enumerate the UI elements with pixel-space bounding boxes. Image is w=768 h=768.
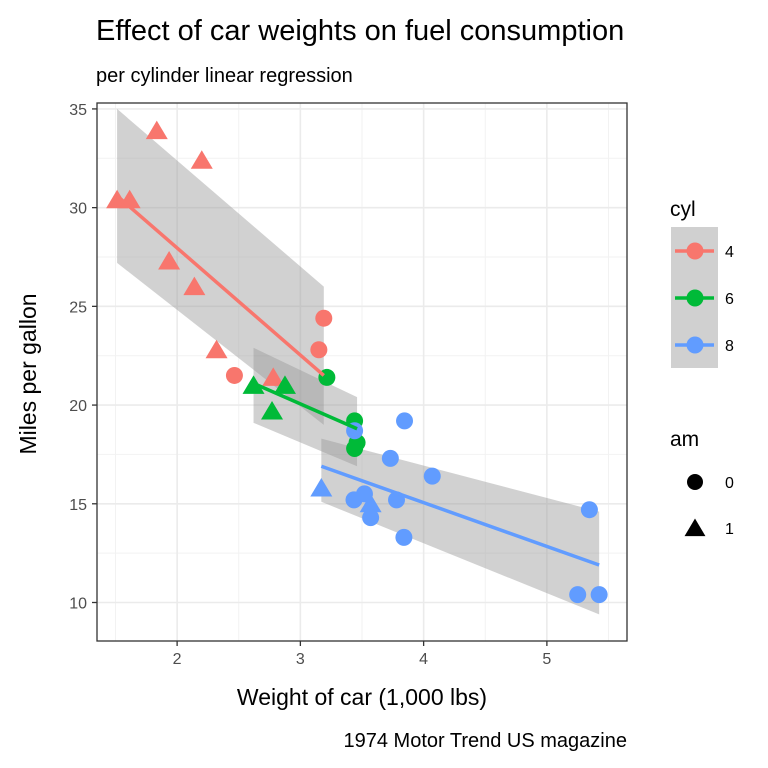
title-layer: Effect of car weights on fuel consumptio… — [96, 15, 624, 87]
chart-caption: 1974 Motor Trend US magazine — [344, 730, 628, 752]
legend-key-triangle-am-1 — [684, 518, 706, 537]
legend-key-point-cyl-8 — [686, 336, 704, 354]
data-point-circle — [310, 341, 328, 359]
data-point-triangle — [145, 120, 168, 140]
legend: cyl am 4 6 8 0 1 — [670, 198, 734, 538]
data-point-triangle — [262, 367, 285, 386]
legend-title-cyl: cyl — [670, 198, 696, 221]
y-tick-label: 15 — [69, 497, 87, 514]
chart-title: Effect of car weights on fuel consumptio… — [96, 15, 624, 47]
data-point-triangle — [183, 276, 206, 296]
confidence-band-cyl-4 — [117, 108, 324, 425]
y-axis-label: Miles per gallon — [15, 293, 41, 454]
data-point-circle — [395, 528, 413, 546]
chart-subtitle: per cylinder linear regression — [96, 65, 353, 87]
data-point-triangle — [273, 375, 296, 394]
data-point-circle — [580, 501, 598, 519]
data-point-circle — [381, 449, 399, 467]
data-point-triangle — [359, 493, 382, 513]
legend-label-am-0: 0 — [725, 475, 734, 492]
y-tick-label: 10 — [69, 596, 87, 613]
legend-label-am-1: 1 — [725, 521, 734, 538]
data-point-triangle — [205, 339, 228, 359]
legend-title-am: am — [670, 428, 699, 451]
regression-line-cyl-4 — [115, 194, 325, 377]
data-point-circle — [396, 412, 414, 430]
axes: Weight of car (1,000 lbs) Miles per gall… — [15, 102, 627, 752]
x-tick-label: 4 — [419, 651, 428, 668]
data-point-circle — [569, 586, 587, 604]
legend-key-circle-am-0 — [687, 474, 703, 490]
x-tick-label: 3 — [296, 651, 305, 668]
data-point-circle — [423, 467, 441, 485]
data-point-triangle — [190, 150, 213, 169]
data-point-circle — [225, 366, 243, 384]
data-point-triangle — [310, 477, 333, 497]
y-tick-label: 25 — [69, 299, 87, 316]
plot-panel — [96, 102, 628, 642]
legend-label-cyl-4: 4 — [725, 244, 734, 261]
data-point-triangle — [158, 250, 181, 270]
data-point-circle — [590, 586, 608, 604]
y-tick-label: 20 — [69, 398, 87, 415]
confidence-band-cyl-8 — [321, 438, 600, 615]
x-tick-label: 5 — [542, 651, 551, 668]
regression-line-cyl-6 — [252, 381, 358, 431]
x-axis-label: Weight of car (1,000 lbs) — [237, 684, 487, 710]
regression-line-cyl-8 — [320, 464, 600, 567]
x-tick-label: 2 — [173, 651, 182, 668]
legend-label-cyl-6: 6 — [725, 291, 734, 308]
legend-label-cyl-8: 8 — [725, 338, 734, 355]
data-point-triangle — [261, 400, 284, 420]
legend-key-point-cyl-4 — [686, 242, 704, 260]
data-point-circle — [315, 309, 333, 327]
y-tick-label: 30 — [69, 201, 87, 218]
legend-key-point-cyl-6 — [686, 289, 704, 307]
panel-border — [96, 102, 628, 642]
data-point-circle — [362, 509, 380, 527]
y-tick-label: 35 — [69, 102, 87, 119]
